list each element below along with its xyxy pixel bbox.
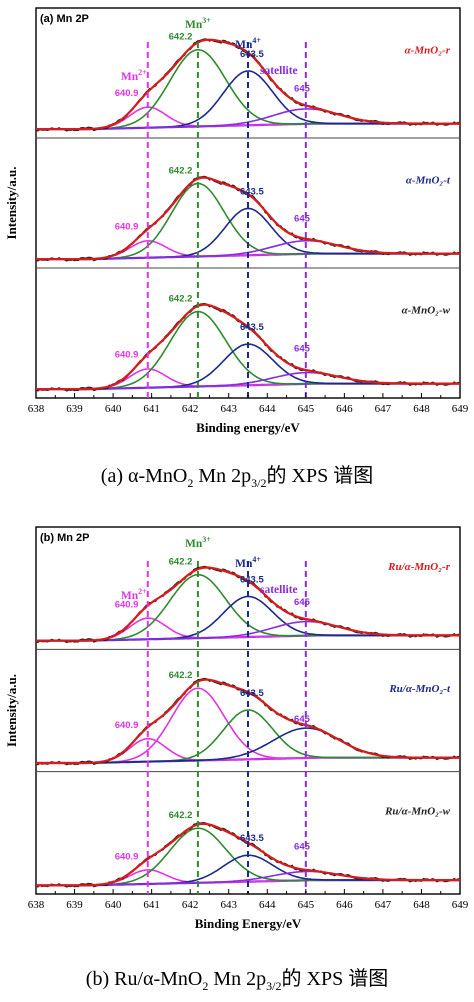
peak-position-label: 642.2 bbox=[169, 165, 193, 176]
x-tick-label: 644 bbox=[259, 403, 276, 415]
peak-position-label: 643.5 bbox=[240, 186, 264, 197]
x-tick-label: 646 bbox=[336, 899, 353, 911]
peak-position-label: 643.5 bbox=[240, 833, 264, 844]
peak-position-label: 640.9 bbox=[115, 88, 139, 99]
sample-label: α-MnO₂-w bbox=[402, 305, 451, 317]
peak-position-label: 643.5 bbox=[240, 322, 264, 333]
sample-label: α-MnO₂-r bbox=[405, 45, 451, 57]
x-tick-label: 647 bbox=[375, 899, 392, 911]
x-tick-label: 638 bbox=[28, 899, 45, 911]
peak-position-label: 643.5 bbox=[240, 688, 264, 699]
figure-caption: (a) α-MnO2 Mn 2p3/2的 XPS 谱图 bbox=[101, 464, 373, 490]
peak-header-label: Mn2+ bbox=[121, 68, 147, 83]
peak-position-label: 642.2 bbox=[169, 294, 193, 305]
x-tick-label: 643 bbox=[220, 899, 237, 911]
x-tick-label: 648 bbox=[413, 403, 430, 415]
sample-label: Ru/α-MnO₂-w bbox=[384, 805, 451, 817]
sample-label: Ru/α-MnO₂-t bbox=[388, 683, 451, 695]
x-axis-label: Binding energy/eV bbox=[196, 420, 300, 435]
peak-position-label: 640.9 bbox=[115, 222, 139, 233]
x-tick-label: 648 bbox=[413, 899, 430, 911]
chart-panel-1: 640.9 642.2 643.5 645 Ru/α-MnO₂-r 640.9 642.2 6… bbox=[4, 526, 469, 993]
peak-mn4 bbox=[36, 70, 460, 130]
sample-label: Ru/α-MnO₂-r bbox=[387, 561, 451, 573]
x-axis-label: Binding Energy/eV bbox=[195, 916, 302, 931]
peak-position-label: 642.2 bbox=[169, 670, 193, 681]
peak-position-label: 643.5 bbox=[240, 574, 264, 585]
x-tick-label: 641 bbox=[143, 403, 160, 415]
peak-header-label: Mn4+ bbox=[235, 555, 261, 570]
peak-position-label: 642.2 bbox=[169, 810, 193, 821]
y-axis-label: Intensity/a.u. bbox=[4, 167, 19, 240]
x-tick-label: 643 bbox=[220, 403, 237, 415]
peak-position-label: 645 bbox=[294, 597, 311, 608]
x-tick-label: 641 bbox=[143, 899, 160, 911]
peak-position-label: 645 bbox=[294, 84, 311, 95]
peak-position-label: 645 bbox=[294, 842, 311, 853]
peak-header-label: satellite bbox=[260, 65, 298, 77]
peak-position-label: 640.9 bbox=[115, 720, 139, 731]
peak-header-label: Mn3+ bbox=[185, 16, 211, 31]
peak-position-label: 645 bbox=[294, 214, 311, 225]
x-tick-label: 647 bbox=[375, 403, 392, 415]
x-tick-label: 642 bbox=[182, 403, 199, 415]
peak-header-label: Mn2+ bbox=[121, 587, 147, 602]
x-tick-label: 645 bbox=[298, 403, 315, 415]
y-axis-label: Intensity/a.u. bbox=[4, 674, 19, 747]
x-tick-label: 649 bbox=[452, 403, 469, 415]
x-tick-label: 640 bbox=[105, 899, 122, 911]
x-tick-label: 640 bbox=[105, 403, 122, 415]
peak-position-label: 642.2 bbox=[169, 32, 193, 43]
x-tick-label: 639 bbox=[66, 899, 83, 911]
x-tick-label: 638 bbox=[28, 403, 45, 415]
panel-title: (b) Mn 2P bbox=[40, 532, 90, 544]
peak-position-label: 643.5 bbox=[240, 49, 264, 60]
peak-header-label: satellite bbox=[260, 584, 298, 596]
x-tick-label: 649 bbox=[452, 899, 469, 911]
x-tick-label: 645 bbox=[298, 899, 315, 911]
x-tick-label: 644 bbox=[259, 899, 276, 911]
sample-label: α-MnO₂-t bbox=[406, 175, 451, 187]
x-tick-label: 639 bbox=[66, 403, 83, 415]
figure-caption: (b) Ru/α-MnO2 Mn 2p3/2的 XPS 谱图 bbox=[86, 967, 388, 993]
panel-title: (a) Mn 2P bbox=[40, 13, 89, 25]
peak-position-label: 640.9 bbox=[115, 851, 139, 862]
chart-panel-0: 640.9 642.2 643.5 645 α-MnO₂-r 640.9 642.2 643.… bbox=[4, 7, 469, 490]
peak-position-label: 645 bbox=[294, 714, 311, 725]
peak-position-label: 640.9 bbox=[115, 350, 139, 361]
peak-header-label: Mn3+ bbox=[185, 535, 211, 550]
peak-position-label: 642.2 bbox=[169, 557, 193, 568]
x-tick-label: 642 bbox=[182, 899, 199, 911]
peak-position-label: 645 bbox=[294, 344, 311, 355]
peak-position-label: 640.9 bbox=[115, 600, 139, 611]
x-tick-label: 646 bbox=[336, 403, 353, 415]
